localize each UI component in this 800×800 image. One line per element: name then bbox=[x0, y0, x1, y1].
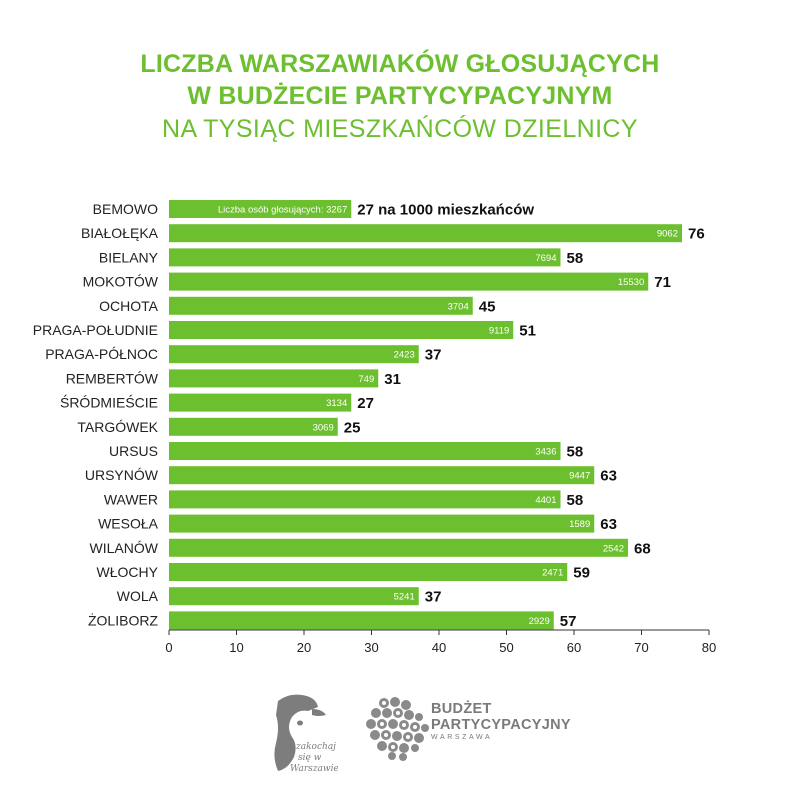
bar bbox=[169, 224, 682, 243]
bar-value-label: 51 bbox=[519, 323, 536, 340]
bar bbox=[169, 417, 338, 436]
bar bbox=[169, 538, 628, 557]
category-label: WOLA bbox=[117, 588, 159, 604]
bar-inner-label: 5241 bbox=[394, 592, 415, 603]
bar-value-label: 31 bbox=[384, 371, 401, 388]
svg-text:się w: się w bbox=[298, 753, 322, 763]
svg-text:Warszawie: Warszawie bbox=[290, 764, 338, 774]
x-tick-label: 80 bbox=[702, 640, 716, 655]
bar-value-label: 58 bbox=[567, 492, 584, 509]
category-label: MOKOTÓW bbox=[83, 274, 159, 290]
budzet-partycypacyjny-wordmark: BUDŻET PARTYCYPACYJNY WARSZAWA bbox=[431, 701, 571, 743]
category-label: ŚRÓDMIEŚCIE bbox=[60, 394, 158, 411]
category-label: PRAGA-POŁUDNIE bbox=[33, 322, 158, 338]
x-tick-label: 50 bbox=[499, 640, 513, 655]
bar-inner-label: 2423 bbox=[394, 350, 415, 361]
bar-inner-label: 9447 bbox=[569, 471, 590, 482]
bar-value-label: 37 bbox=[425, 347, 442, 364]
x-tick-label: 70 bbox=[634, 640, 648, 655]
bar-inner-label: 15530 bbox=[618, 277, 644, 288]
bar bbox=[169, 369, 379, 388]
bar-value-label: 76 bbox=[688, 226, 705, 243]
bar bbox=[169, 321, 514, 339]
bar-value-label: 63 bbox=[600, 516, 617, 533]
bar-inner-label: 1589 bbox=[569, 519, 590, 530]
category-label: WILANÓW bbox=[90, 540, 159, 556]
bar-value-label: 59 bbox=[573, 565, 590, 582]
bar-value-label: 37 bbox=[425, 589, 442, 606]
bar bbox=[169, 611, 554, 630]
bar-inner-label: 749 bbox=[358, 374, 374, 385]
bar bbox=[169, 200, 352, 218]
x-tick-label: 0 bbox=[165, 640, 172, 655]
bar-value-label: 25 bbox=[344, 419, 361, 436]
bar-value-label: 63 bbox=[600, 468, 617, 485]
budzet-partycypacyjny-map-icon bbox=[366, 697, 429, 761]
bar-value-label: 27 bbox=[357, 395, 374, 412]
category-label: REMBERTÓW bbox=[66, 370, 159, 386]
category-label: BEMOWO bbox=[93, 201, 158, 217]
bar-value-label: 27 na 1000 mieszkańców bbox=[357, 202, 534, 219]
category-label: BIELANY bbox=[99, 249, 159, 265]
x-tick-label: 20 bbox=[297, 640, 311, 655]
footer-logos: zakochaj się w Warszawie BUDŻET PARTYCYP… bbox=[0, 675, 800, 785]
wordmark-line-1: BUDŻET bbox=[431, 701, 492, 717]
bar bbox=[169, 296, 473, 315]
bar bbox=[169, 442, 561, 460]
zakochaj-sie-w-warszawie-logo: zakochaj się w Warszawie bbox=[274, 694, 338, 774]
category-label: WAWER bbox=[104, 491, 158, 507]
category-label: URSYNÓW bbox=[85, 467, 159, 483]
bar bbox=[169, 272, 649, 291]
bar bbox=[169, 490, 561, 509]
bar-inner-label: 3069 bbox=[313, 422, 334, 433]
title-line-2: W BUDŻECIE PARTYCYPACYJNYM bbox=[187, 82, 613, 110]
category-label: URSUS bbox=[109, 443, 158, 459]
bar-inner-label: 4401 bbox=[535, 495, 556, 506]
x-tick-label: 60 bbox=[567, 640, 581, 655]
bar-inner-label: 2471 bbox=[542, 568, 563, 579]
bar-value-label: 58 bbox=[567, 250, 584, 267]
x-tick-label: 30 bbox=[364, 640, 378, 655]
bar-inner-label: 2542 bbox=[603, 543, 624, 554]
bar-inner-label: Liczba osób głosujących: 3267 bbox=[218, 205, 347, 216]
title-line-1: LICZBA WARSZAWIAKÓW GŁOSUJĄCYCH bbox=[140, 50, 660, 78]
bar-value-label: 45 bbox=[479, 298, 496, 315]
bar-inner-label: 7694 bbox=[535, 253, 556, 264]
bar bbox=[169, 587, 419, 606]
bar-value-label: 71 bbox=[654, 274, 671, 291]
category-label: BIAŁOŁĘKA bbox=[81, 225, 159, 241]
wordmark-line-2: PARTYCYPACYJNY bbox=[431, 717, 571, 733]
bar-value-label: 68 bbox=[634, 540, 651, 557]
category-label: ŻOLIBORZ bbox=[88, 611, 158, 628]
category-label: TARGÓWEK bbox=[77, 419, 158, 435]
wordmark-line-3: WARSZAWA bbox=[431, 734, 493, 741]
x-tick-label: 10 bbox=[229, 640, 243, 655]
bar bbox=[169, 345, 419, 364]
bar-chart: BEMOWO Liczba osób głosujących: 3267 27 na… bbox=[33, 200, 716, 655]
bar bbox=[169, 393, 352, 412]
title-line-3: NA TYSIĄC MIESZKAŃCÓW DZIELNICY bbox=[162, 115, 638, 143]
bar-inner-label: 3134 bbox=[326, 398, 347, 409]
category-label: OCHOTA bbox=[99, 298, 159, 314]
bar-inner-label: 3436 bbox=[535, 447, 556, 458]
chart-title: LICZBA WARSZAWIAKÓW GŁOSUJĄCYCH W BUDŻEC… bbox=[0, 48, 800, 146]
bar-inner-label: 2929 bbox=[529, 616, 550, 627]
bar bbox=[169, 248, 561, 267]
bar-inner-label: 9119 bbox=[489, 326, 509, 337]
bar-inner-label: 3704 bbox=[448, 301, 469, 312]
bar-inner-label: 9062 bbox=[657, 229, 678, 240]
bar bbox=[169, 514, 595, 533]
bar-value-label: 58 bbox=[567, 444, 584, 461]
x-tick-label: 40 bbox=[432, 640, 446, 655]
bar bbox=[169, 563, 568, 581]
category-label: PRAGA-PÓŁNOC bbox=[45, 346, 158, 362]
svg-text:zakochaj: zakochaj bbox=[295, 742, 336, 752]
bar bbox=[169, 466, 595, 485]
category-label: WŁOCHY bbox=[97, 564, 159, 580]
category-label: WESOŁA bbox=[98, 516, 159, 532]
bar-value-label: 57 bbox=[560, 613, 577, 630]
